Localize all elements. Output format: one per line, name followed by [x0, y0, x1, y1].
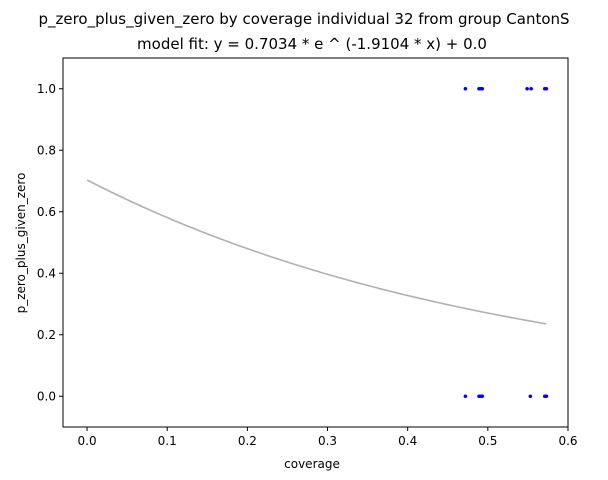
- data-point: [544, 394, 549, 399]
- plot-frame: [62, 57, 569, 428]
- data-point: [463, 394, 468, 399]
- y-tick-label: 1.0: [37, 82, 56, 96]
- x-axis-label: coverage: [284, 457, 340, 471]
- fit-curve: [86, 179, 547, 325]
- y-tick-label: 0.4: [37, 266, 56, 280]
- y-tick-label: 0.0: [37, 389, 56, 403]
- x-tick-label: 0.4: [398, 434, 417, 448]
- data-point: [529, 86, 533, 91]
- x-tick-label: 0.3: [318, 434, 337, 448]
- y-tick-label: 0.2: [37, 328, 56, 342]
- data-point: [525, 86, 529, 91]
- x-axis: 0.0 0.1 0.2 0.3 0.4 0.5 0.6: [78, 427, 578, 448]
- data-point: [544, 86, 549, 91]
- x-tick-label: 0.2: [238, 434, 257, 448]
- y-axis: 0.0 0.2 0.4 0.6 0.8 1.0: [37, 82, 63, 403]
- x-tick-label: 0.6: [558, 434, 577, 448]
- chart-title: p_zero_plus_given_zero by coverage indiv…: [38, 10, 569, 29]
- x-tick-label: 0.1: [158, 434, 177, 448]
- y-axis-label: p_zero_plus_given_zero: [14, 173, 28, 314]
- y-tick-label: 0.8: [37, 143, 56, 157]
- data-point: [480, 394, 485, 399]
- chart-subtitle: model fit: y = 0.7034 * e ^ (-1.9104 * x…: [137, 35, 487, 53]
- plot-area: [62, 57, 569, 428]
- data-point: [480, 86, 485, 91]
- x-tick-label: 0.5: [478, 434, 497, 448]
- y-tick-label: 0.6: [37, 205, 56, 219]
- x-tick-label: 0.0: [78, 434, 97, 448]
- data-point: [528, 394, 533, 399]
- data-point: [463, 86, 468, 91]
